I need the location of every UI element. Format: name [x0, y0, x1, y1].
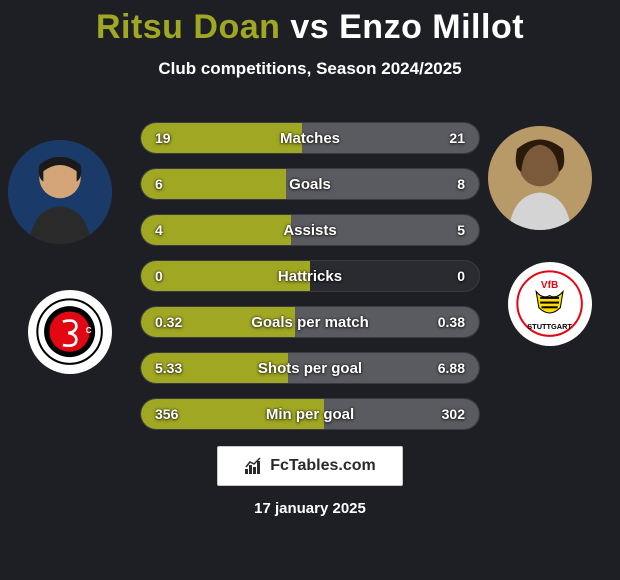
svg-text:C: C — [86, 326, 92, 335]
svg-text:VfB: VfB — [541, 281, 558, 292]
stat-label: Hattricks — [141, 261, 479, 291]
club2-badge: VfB STUTTGART — [508, 262, 592, 346]
vs-separator: vs — [290, 8, 329, 46]
stat-label: Goals — [141, 169, 479, 199]
stat-row: 45Assists — [140, 214, 480, 246]
player2-avatar-icon — [488, 126, 592, 230]
stat-row: 0.320.38Goals per match — [140, 306, 480, 338]
stat-row: 5.336.88Shots per goal — [140, 352, 480, 384]
stat-row: 68Goals — [140, 168, 480, 200]
stat-label: Assists — [141, 215, 479, 245]
stat-label: Matches — [141, 123, 479, 153]
club2-badge-icon: VfB STUTTGART — [516, 270, 583, 337]
site-badge-text: FcTables.com — [270, 457, 376, 475]
comparison-card: Ritsu Doan vs Enzo Millot Club competiti… — [0, 0, 620, 580]
club1-badge-icon: C — [36, 298, 103, 365]
site-badge-icon — [244, 457, 264, 475]
subtitle: Club competitions, Season 2024/2025 — [0, 59, 620, 79]
page-title: Ritsu Doan vs Enzo Millot — [0, 0, 620, 47]
player1-avatar — [8, 140, 112, 244]
stat-label: Goals per match — [141, 307, 479, 337]
club1-badge: C — [28, 290, 112, 374]
player1-avatar-icon — [8, 140, 112, 244]
stat-label: Shots per goal — [141, 353, 479, 383]
stat-row: 356302Min per goal — [140, 398, 480, 430]
player2-name: Enzo Millot — [339, 8, 524, 46]
stat-label: Min per goal — [141, 399, 479, 429]
stats-section: 1921Matches 68Goals 45Assists 00Hattricks 0.… — [140, 122, 480, 444]
svg-text:STUTTGART: STUTTGART — [528, 323, 573, 332]
stat-row: 00Hattricks — [140, 260, 480, 292]
footer-date: 17 january 2025 — [0, 500, 620, 517]
player2-avatar — [488, 126, 592, 230]
site-badge[interactable]: FcTables.com — [217, 446, 403, 486]
player1-name: Ritsu Doan — [96, 8, 280, 46]
stat-row: 1921Matches — [140, 122, 480, 154]
